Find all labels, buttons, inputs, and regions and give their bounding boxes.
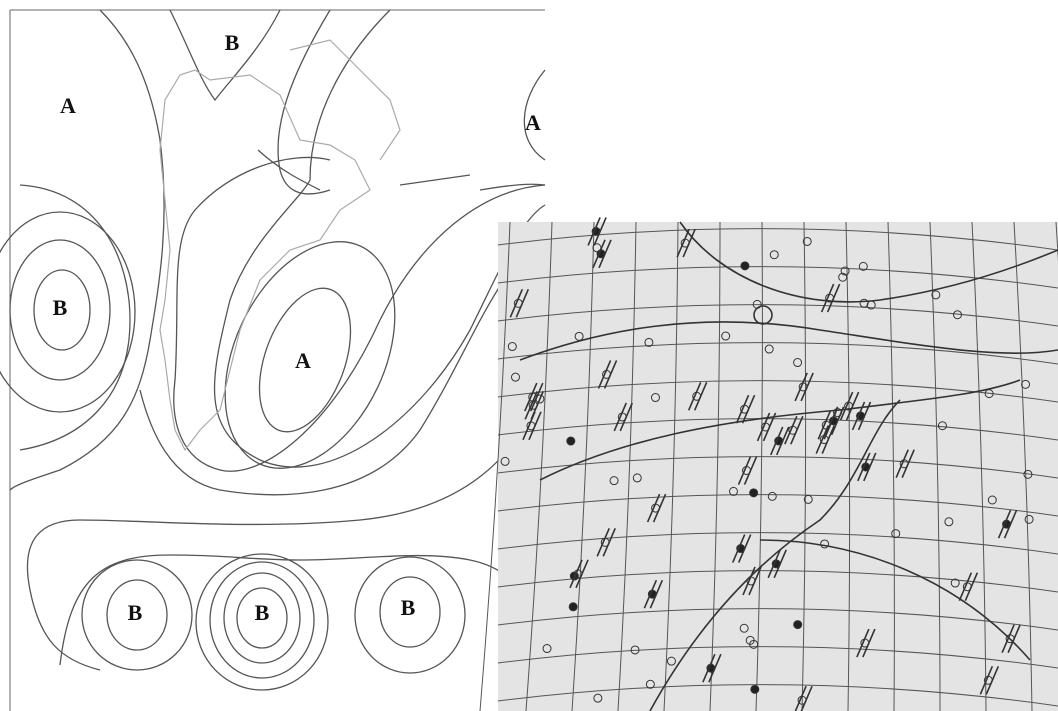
page: B A A B A B B B: [0, 0, 1058, 711]
coastline: [160, 40, 400, 450]
isobars: [0, 10, 545, 690]
station: [751, 685, 759, 693]
pressure-label: B: [128, 600, 143, 625]
pressure-label: A: [525, 110, 541, 135]
chart-background: [498, 222, 1058, 711]
isobar-map: B A A B A B B B: [0, 10, 545, 711]
station: [750, 489, 758, 497]
pressure-label: B: [401, 595, 416, 620]
pressure-label: A: [60, 93, 76, 118]
station: [794, 621, 802, 629]
station: [567, 437, 575, 445]
pressure-label: A: [295, 348, 311, 373]
station: [741, 262, 749, 270]
pressure-label: B: [225, 30, 240, 55]
pressure-label: B: [255, 600, 270, 625]
pressure-label: B: [53, 295, 68, 320]
station: [569, 603, 577, 611]
synoptic-chart: [480, 217, 1058, 711]
